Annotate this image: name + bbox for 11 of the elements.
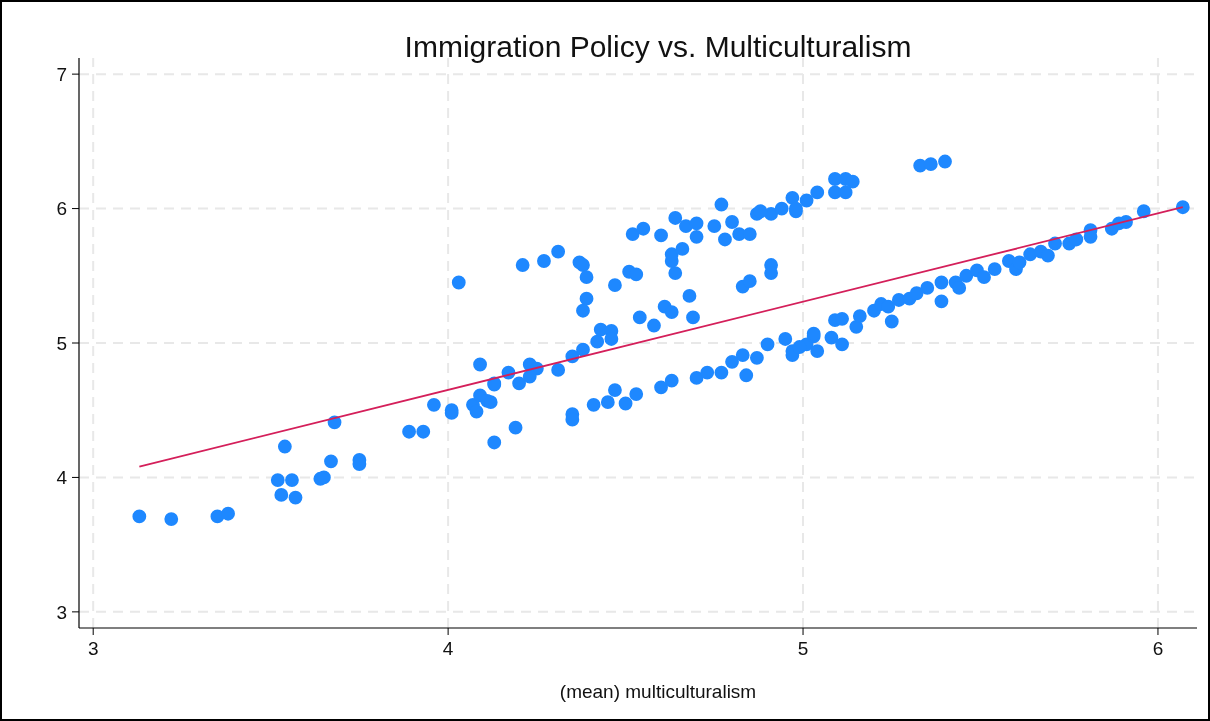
x-axis-title: (mean) multiculturalism <box>559 681 757 702</box>
x-tick-label: 4 <box>442 638 454 659</box>
x-tick-label: 5 <box>797 638 809 659</box>
y-tick-label: 5 <box>56 332 67 354</box>
y-tick-label: 3 <box>56 601 67 623</box>
x-tick-label: 3 <box>87 638 99 659</box>
y-tick-label: 4 <box>56 467 68 489</box>
y-tick-label: 6 <box>56 198 67 220</box>
chart-title: Immigration Policy vs. Multiculturalism <box>404 30 912 63</box>
x-tick-label: 6 <box>1152 638 1164 659</box>
y-tick-label: 7 <box>56 63 67 85</box>
